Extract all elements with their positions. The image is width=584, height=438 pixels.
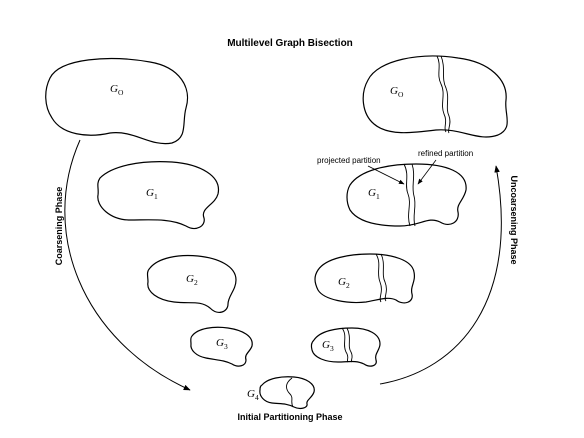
uncoarsening-arrow (379, 165, 502, 385)
graph-g2-partition-cut-b (380, 253, 387, 302)
graph-label-g3-left: G3 (216, 337, 228, 351)
graph-label-g2-right: G2 (338, 276, 350, 290)
graph-g1-partition-cut-projected (403, 163, 411, 227)
graph-g2-left (146, 254, 237, 313)
uncoarsening-phase-label: Uncoarsening Phase (509, 175, 519, 264)
coarsening-arrow (64, 139, 191, 391)
projected-partition-pointer (367, 165, 405, 185)
graph-g3-partition-cut-a (341, 327, 349, 363)
graph-g1-right (346, 163, 467, 227)
graph-label-g0-left: GO (110, 83, 124, 97)
graph-g0-right (362, 55, 508, 138)
graph-g4 (259, 376, 315, 410)
diagram-title: Multilevel Graph Bisection (227, 38, 353, 49)
graph-label-g3-right: G3 (322, 339, 334, 353)
graph-g2-right (314, 253, 416, 304)
graph-g1-left (97, 161, 219, 230)
graph-label-g0-right: GO (390, 85, 404, 99)
graph-g2-partition-cut-a (375, 253, 382, 303)
graph-g0-partition-cut-a (436, 55, 447, 133)
graph-g4-partition-cut (286, 377, 294, 408)
graph-g0-partition-cut-b (440, 55, 451, 134)
graph-label-g4: G4 (247, 388, 259, 402)
graph-label-g1-right: G1 (368, 187, 380, 201)
refined-partition-pointer (417, 159, 437, 185)
graph-g3-right (310, 327, 381, 367)
projected-partition-label: projected partition (317, 156, 381, 165)
graph-g0-left (45, 58, 188, 145)
graph-g3-partition-cut-b (346, 327, 353, 363)
refined-partition-label: refined partition (418, 149, 473, 158)
initial-partitioning-phase-label: Initial Partitioning Phase (237, 412, 342, 422)
coarsening-phase-label: Coarsening Phase (54, 187, 64, 266)
graph-g3-left (190, 326, 253, 367)
graph-label-g1-left: G1 (146, 187, 158, 201)
graph-label-g2-left: G2 (186, 273, 198, 287)
graph-g1-partition-cut-refined (411, 163, 416, 227)
